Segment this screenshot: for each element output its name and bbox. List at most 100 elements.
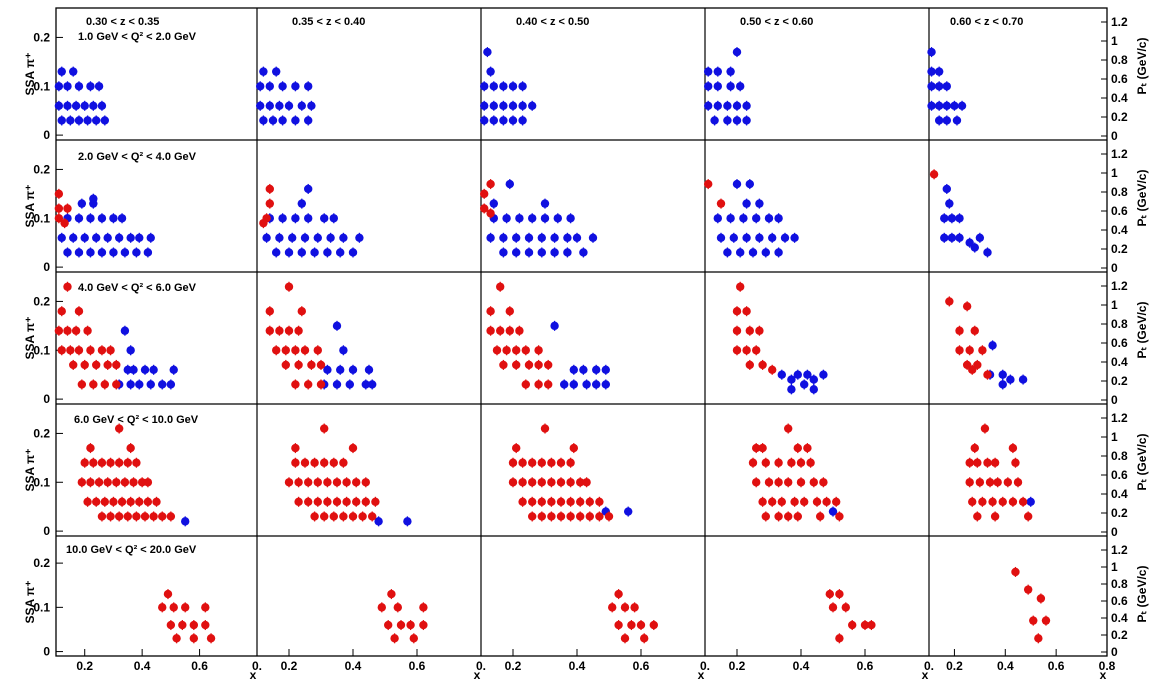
blue-data-point: [528, 101, 537, 111]
blue-data-point: [89, 194, 98, 203]
red-data-point: [112, 380, 121, 389]
red-data-point: [521, 346, 530, 355]
blue-data-point: [74, 82, 84, 91]
red-data-point: [406, 620, 415, 630]
blue-data-point: [489, 199, 498, 208]
blue-data-point: [955, 233, 964, 243]
blue-data-point: [348, 365, 358, 375]
red-data-point: [307, 360, 316, 370]
red-data-point: [169, 603, 178, 612]
x-tick-label: 0.2: [281, 659, 298, 673]
red-data-point: [512, 360, 521, 370]
red-data-point: [595, 497, 604, 507]
red-data-point: [704, 179, 713, 189]
red-data-point: [537, 478, 546, 487]
red-data-point: [515, 326, 524, 335]
y2-tick-label: 0.8: [1111, 53, 1128, 67]
blue-data-point: [332, 380, 342, 389]
blue-data-point: [265, 82, 274, 91]
red-data-point: [774, 478, 783, 487]
red-data-point: [112, 360, 121, 370]
y2-tick-label: 0: [1111, 525, 1118, 539]
y2-tick-label: 0: [1111, 645, 1118, 659]
z-bin-label: 0.60 < z < 0.70: [950, 16, 1023, 28]
blue-data-point: [307, 101, 316, 111]
blue-data-point: [486, 67, 495, 76]
y2-tick-label: 1.2: [1111, 543, 1128, 557]
red-data-point: [86, 346, 95, 355]
red-data-point: [544, 380, 553, 389]
y2-tick-label: 1.2: [1111, 279, 1128, 293]
blue-data-point: [927, 47, 936, 57]
blue-data-point: [499, 233, 508, 243]
blue-data-point: [83, 116, 92, 125]
blue-data-point: [310, 248, 319, 257]
red-data-point: [100, 380, 110, 389]
red-data-point: [92, 497, 101, 507]
y-tick-label: 0.2: [33, 426, 50, 440]
red-data-point: [123, 512, 132, 521]
red-data-point: [566, 458, 575, 467]
x-tick-label: 0.6: [633, 659, 650, 673]
red-data-point: [800, 497, 809, 507]
red-data-point: [774, 458, 783, 467]
blue-data-point: [739, 214, 748, 223]
blue-data-point: [80, 233, 89, 243]
red-data-point: [512, 346, 521, 355]
blue-data-point: [86, 214, 95, 223]
x-axis-label: x: [250, 668, 257, 680]
red-data-point: [97, 512, 107, 521]
red-data-point: [1008, 497, 1018, 507]
red-data-point: [528, 478, 537, 487]
blue-data-point: [63, 82, 72, 91]
y-tick-label: 0.1: [33, 211, 50, 225]
blue-data-point: [563, 233, 572, 243]
blue-data-point: [480, 82, 489, 91]
blue-data-point: [149, 365, 158, 375]
red-data-point: [390, 634, 399, 643]
blue-data-point: [955, 214, 964, 223]
q2-bin-label: 2.0 GeV < Q² < 4.0 GeV: [78, 151, 197, 163]
red-data-point: [556, 478, 566, 487]
blue-data-point: [713, 214, 722, 223]
y-axis-label: SSA π⁺: [23, 316, 37, 359]
red-data-point: [970, 326, 979, 335]
red-data-point: [361, 497, 370, 507]
blue-data-point: [499, 116, 508, 125]
y2-tick-label: 0.2: [1111, 110, 1128, 124]
red-data-point: [566, 478, 575, 487]
blue-data-point: [540, 214, 550, 223]
blue-data-point: [89, 101, 98, 111]
blue-data-point: [339, 233, 348, 243]
blue-data-point: [732, 47, 742, 57]
red-data-point: [640, 634, 649, 643]
red-data-point: [752, 346, 761, 355]
red-data-point: [60, 218, 69, 228]
red-data-point: [502, 346, 511, 355]
red-data-point: [480, 204, 489, 213]
red-data-point: [77, 380, 87, 389]
red-data-point: [812, 497, 822, 507]
red-data-point: [106, 512, 115, 521]
y-axis-label: SSA π⁺: [23, 580, 37, 623]
red-data-point: [57, 346, 66, 355]
red-data-point: [393, 603, 402, 612]
red-data-point: [761, 458, 770, 467]
red-data-point: [265, 326, 274, 335]
red-data-point: [320, 512, 329, 521]
blue-data-point: [592, 380, 601, 389]
blue-data-point: [109, 248, 118, 257]
red-data-point: [80, 360, 89, 370]
y-tick-label: 0.2: [33, 162, 50, 176]
x-tick-label: 0.: [700, 659, 710, 673]
blue-data-point: [126, 346, 135, 355]
red-data-point: [534, 380, 543, 389]
blue-data-point: [166, 380, 176, 389]
red-data-point: [764, 478, 774, 487]
red-data-point: [990, 512, 1000, 521]
z-bin-label: 0.35 < z < 0.40: [292, 16, 365, 28]
red-data-point: [620, 634, 630, 643]
red-data-point: [281, 346, 290, 355]
red-data-point: [556, 497, 566, 507]
red-data-point: [537, 512, 546, 521]
